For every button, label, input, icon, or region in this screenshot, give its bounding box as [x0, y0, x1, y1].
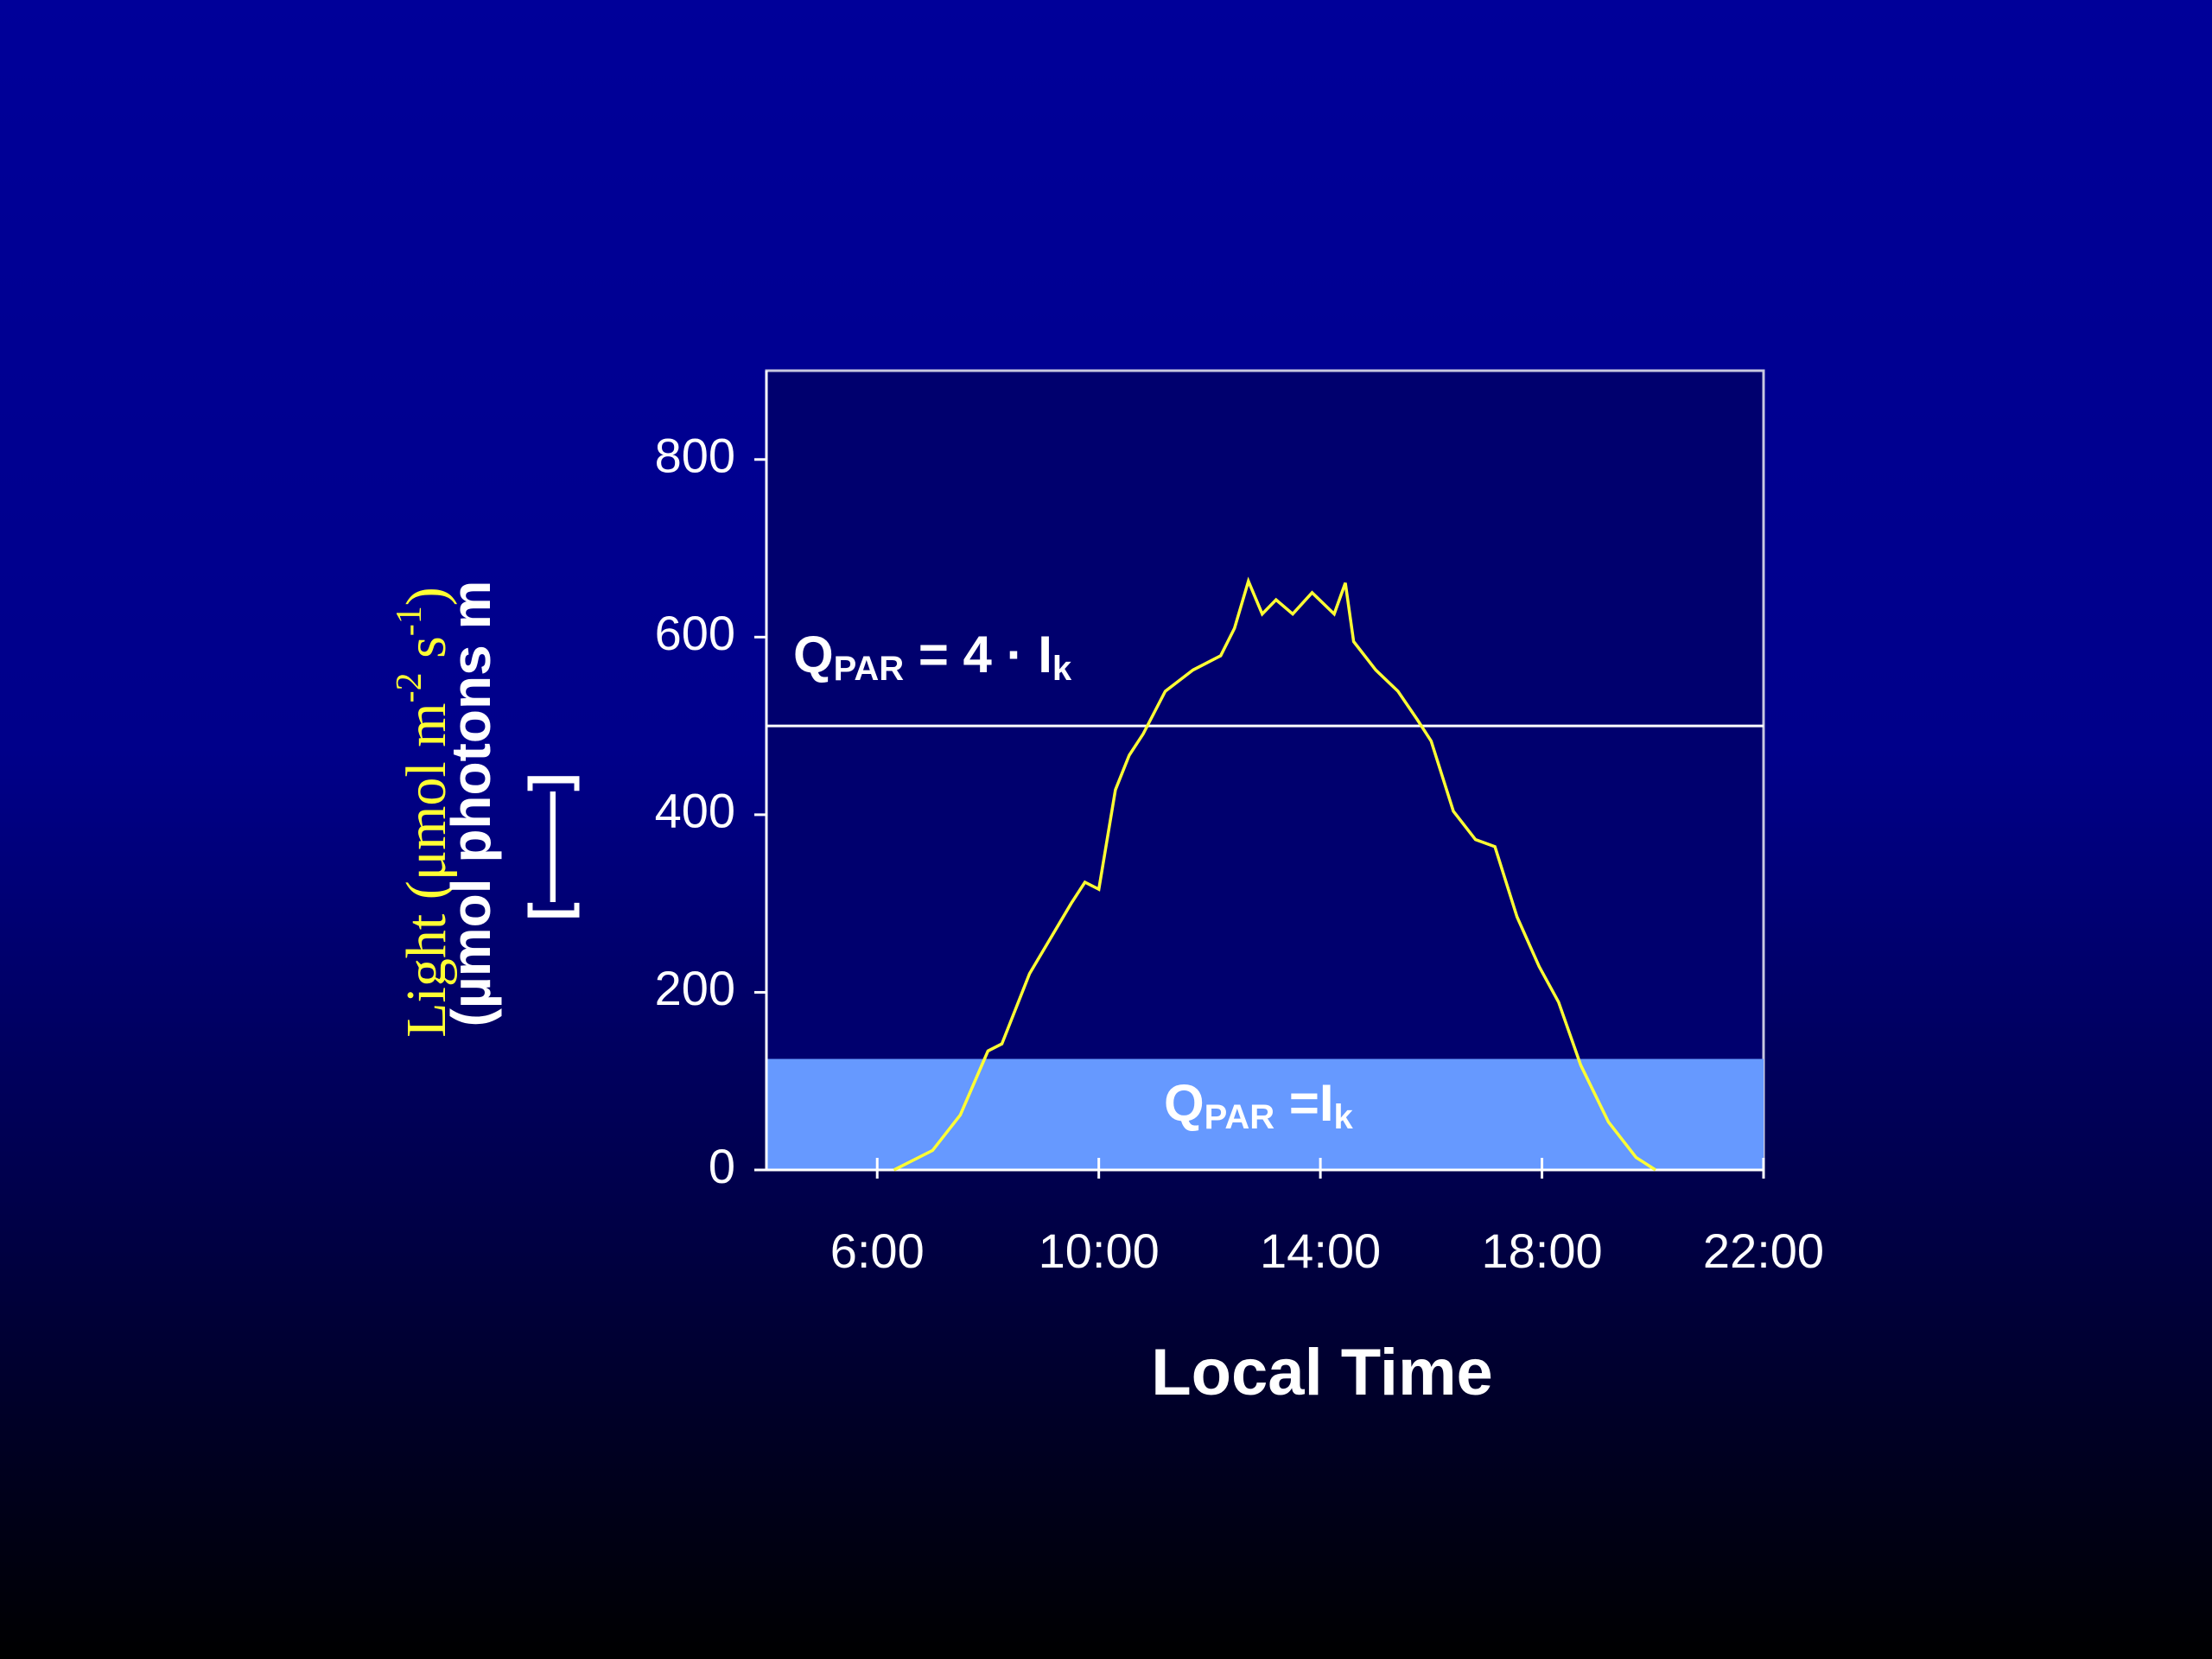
- y-tick-label: 0: [709, 1139, 735, 1193]
- text-part: PAR: [834, 650, 905, 688]
- text-part: -1: [390, 606, 429, 636]
- x-tick-label: 6:00: [830, 1224, 925, 1278]
- text-part: s: [395, 636, 458, 672]
- x-tick-label: 22:00: [1703, 1224, 1824, 1278]
- annotation: QPAR = 4 · Ik: [793, 626, 1072, 688]
- plot-area: [765, 369, 1765, 1172]
- x-axis-title: Local Time: [1151, 1336, 1493, 1409]
- text-part: Light (μmol m: [395, 702, 458, 1037]
- x-tick-label: 10:00: [1039, 1224, 1160, 1278]
- text-part: = 4 · I: [904, 626, 1052, 683]
- y-axis-title-overlay: [——]: [518, 773, 580, 921]
- text-part: Q: [1164, 1074, 1205, 1132]
- text-part: k: [1052, 650, 1072, 688]
- annotation: QPAR =Ik: [1164, 1074, 1354, 1136]
- x-tick-label: 18:00: [1481, 1224, 1602, 1278]
- y-tick-label: 200: [655, 961, 735, 1015]
- text-part: ): [395, 587, 458, 606]
- y-tick-label: 400: [655, 784, 735, 838]
- y-axis-title: Light (μmol m-2 s-1): [390, 587, 459, 1038]
- text-part: Q: [793, 626, 834, 683]
- y-tick-label: 800: [655, 429, 735, 483]
- text-part: -2: [390, 672, 429, 702]
- text-part: k: [1334, 1098, 1354, 1136]
- x-tick-label: 14:00: [1260, 1224, 1381, 1278]
- data-line: [893, 576, 1656, 1172]
- y-axis-title-overlay: (µmol photons m: [440, 581, 502, 1027]
- y-tick-label: 600: [655, 606, 735, 660]
- text-part: =I: [1274, 1074, 1333, 1132]
- text-part: PAR: [1205, 1098, 1275, 1136]
